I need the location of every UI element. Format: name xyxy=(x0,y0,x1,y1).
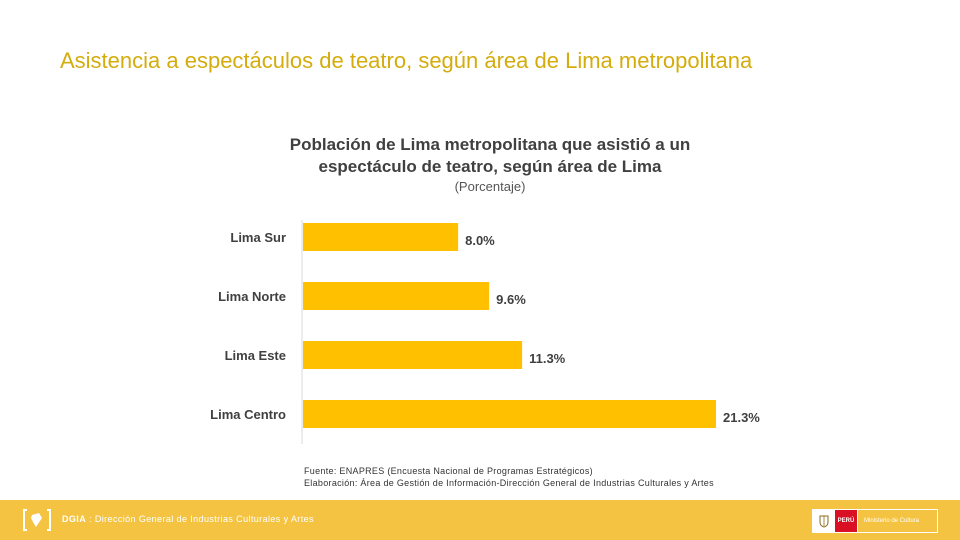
data-label: 21.3% xyxy=(723,410,760,425)
footnote-source: Fuente: ENAPRES (Encuesta Nacional de Pr… xyxy=(304,466,593,476)
chart-title-line-1: Población de Lima metropolitana que asis… xyxy=(289,135,691,154)
ministry-country: PERÚ xyxy=(835,510,857,532)
ministry-name: Ministerio de Cultura xyxy=(857,510,937,532)
data-label: 9.6% xyxy=(496,292,526,307)
category-label: Lima Centro xyxy=(210,407,286,422)
footnote: Fuente: ENAPRES (Encuesta Nacional de Pr… xyxy=(304,465,714,489)
bar xyxy=(303,282,490,310)
chart-title-line-2: espectáculo de teatro, según área de Lim… xyxy=(318,157,662,176)
ministry-logo: PERÚ Ministerio de Cultura xyxy=(812,509,938,533)
footer-org-full: Dirección General de Industrias Cultural… xyxy=(94,514,314,524)
footer-bar: DGIA : Dirección General de Industrias C… xyxy=(0,500,960,540)
data-label: 8.0% xyxy=(465,233,495,248)
bar xyxy=(303,341,523,369)
footnote-elaboration: Elaboración: Área de Gestión de Informac… xyxy=(304,478,714,488)
slide-title: Asistencia a espectáculos de teatro, seg… xyxy=(60,48,753,73)
footer-org-separator: : xyxy=(86,514,95,524)
category-label: Lima Este xyxy=(225,348,286,363)
dgia-logo-icon xyxy=(23,509,51,531)
bar xyxy=(303,223,459,251)
chart-subtitle: (Porcentaje) xyxy=(454,179,526,194)
chart-title: Población de Lima metropolitana que asis… xyxy=(220,134,760,178)
footer-org-text: DGIA : Dirección General de Industrias C… xyxy=(62,514,314,524)
bar xyxy=(303,400,716,428)
data-label: 11.3% xyxy=(529,351,566,366)
footer-org-short: DGIA xyxy=(62,514,87,524)
coat-of-arms-icon xyxy=(813,510,835,532)
category-label: Lima Norte xyxy=(218,289,286,304)
category-label: Lima Sur xyxy=(230,230,286,245)
